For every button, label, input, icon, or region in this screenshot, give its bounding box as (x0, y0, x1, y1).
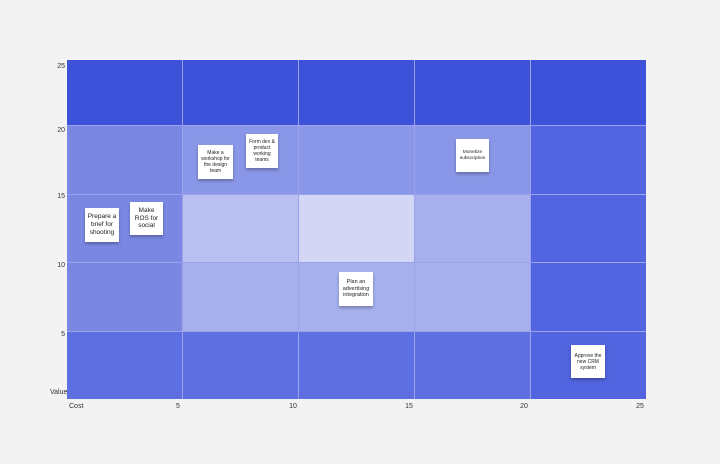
x-axis-label: Cost (69, 403, 84, 410)
y-tick-label: 25 (57, 63, 65, 70)
matrix-cell (531, 194, 646, 262)
sticky-note[interactable]: Monetize subscription (456, 139, 489, 172)
y-axis-label: Value (50, 389, 68, 396)
x-tick-label: 20 (520, 403, 528, 410)
y-tick-label: 10 (57, 262, 65, 269)
x-tick-label: 25 (636, 403, 644, 410)
x-tick-label: 5 (176, 403, 180, 410)
matrix-cell (67, 126, 182, 194)
matrix-cell (531, 60, 646, 125)
matrix-cell (183, 194, 298, 262)
matrix-cell (299, 194, 414, 262)
sticky-note[interactable]: Make a workshop for the design team (198, 145, 233, 179)
matrix-cell (67, 263, 182, 331)
matrix-cell (299, 126, 414, 194)
sticky-note[interactable]: Prepare a brief for shooting (85, 208, 119, 242)
matrix-cell (531, 126, 646, 194)
sticky-note[interactable]: Plan an advertising integration (339, 272, 373, 306)
x-tick-label: 10 (289, 403, 297, 410)
matrix-cell (299, 60, 414, 125)
matrix-cell (183, 60, 298, 125)
matrix-cell (415, 194, 530, 262)
y-tick-label: 15 (57, 193, 65, 200)
matrix-cell (183, 263, 298, 331)
sticky-note[interactable]: Make ROS for social (130, 202, 163, 235)
sticky-note[interactable]: Form dev & product working teams (246, 134, 278, 168)
matrix-cell (415, 331, 530, 399)
matrix-cell (531, 263, 646, 331)
y-tick-label: 5 (61, 331, 65, 338)
matrix-cell (67, 60, 182, 125)
matrix-cell (415, 60, 530, 125)
y-tick-label: 20 (57, 127, 65, 134)
x-tick-label: 15 (405, 403, 413, 410)
sticky-note[interactable]: Approve the new CRM system (571, 345, 605, 378)
matrix-cell (67, 331, 182, 399)
priority-matrix-grid (67, 60, 646, 399)
matrix-cell (299, 331, 414, 399)
matrix-cell (415, 263, 530, 331)
matrix-cell (183, 331, 298, 399)
